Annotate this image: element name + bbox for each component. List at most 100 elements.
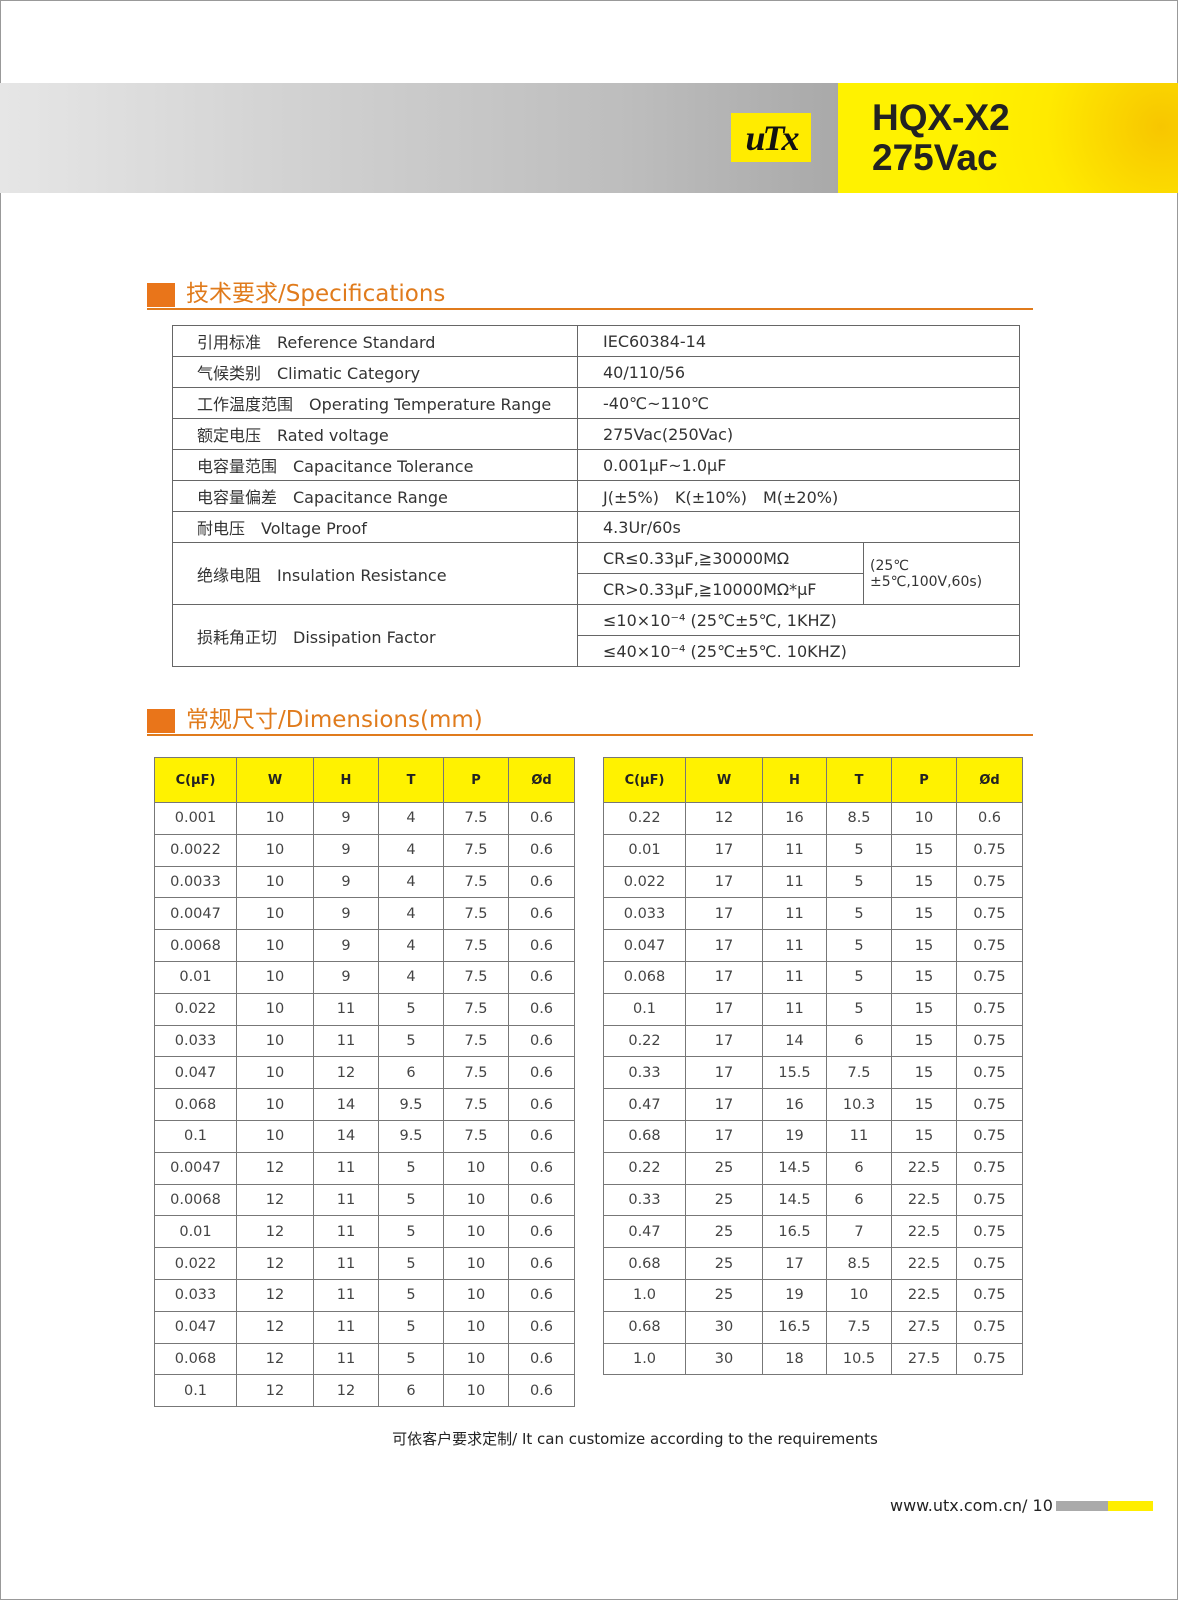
- table-cell: 25: [685, 1278, 763, 1312]
- table-cell: 0.22: [603, 802, 686, 835]
- table-cell: 0.1: [154, 1119, 237, 1153]
- table-cell: 15: [891, 1024, 957, 1058]
- table-cell: 12: [236, 1278, 314, 1312]
- table-cell: 0.01: [603, 833, 686, 867]
- table-cell: 10: [236, 1024, 314, 1058]
- table-cell: 5: [378, 1151, 444, 1185]
- table-cell: 0.001: [154, 802, 237, 835]
- table-cell: 16: [762, 802, 827, 835]
- table-cell: 25: [685, 1183, 763, 1217]
- table-row: 0.1 10 14 9.5 7.5 0.6: [154, 1119, 575, 1153]
- column-header: T: [378, 757, 444, 803]
- table-cell: 11: [313, 1151, 379, 1185]
- utx-logo: uTx: [731, 113, 811, 162]
- column-header: C(μF): [603, 757, 686, 803]
- table-cell: 16: [762, 1088, 827, 1121]
- table-cell: 4: [378, 960, 444, 994]
- table-cell: 9.5: [378, 1119, 444, 1153]
- table-cell: 17: [685, 992, 763, 1026]
- table-row: 0.22 17 14 6 15 0.75: [603, 1024, 1023, 1058]
- spec-value: J(±5%) K(±10%) M(±20%): [577, 480, 1020, 512]
- table-row: 1.0 25 19 10 22.5 0.75: [603, 1278, 1023, 1312]
- spec-label: 额定电压 Rated voltage: [172, 418, 578, 450]
- table-cell: 0.75: [956, 1215, 1023, 1249]
- table-cell: 8.5: [826, 1247, 892, 1280]
- dimensions-title: 常规尺寸/Dimensions(mm): [186, 707, 483, 733]
- table-cell: 11: [762, 897, 827, 931]
- table-row: 0.022 10 11 5 7.5 0.6: [154, 992, 575, 1026]
- table-cell: 0.6: [508, 992, 575, 1026]
- table-cell: 9: [313, 833, 379, 867]
- column-header: W: [236, 757, 314, 803]
- table-cell: 16.5: [762, 1215, 827, 1249]
- table-cell: 0.022: [603, 865, 686, 899]
- table-cell: 0.6: [956, 802, 1023, 835]
- table-row: 0.068 10 14 9.5 7.5 0.6: [154, 1088, 575, 1121]
- table-cell: 22.5: [891, 1247, 957, 1280]
- table-cell: 6: [378, 1374, 444, 1408]
- table-cell: 0.1: [603, 992, 686, 1026]
- table-cell: 11: [313, 1310, 379, 1344]
- table-cell: 10: [443, 1151, 509, 1185]
- column-header: P: [443, 757, 509, 803]
- table-row: 1.0 30 18 10.5 27.5 0.75: [603, 1342, 1023, 1376]
- table-cell: 0.75: [956, 1278, 1023, 1312]
- table-cell: 10: [443, 1342, 509, 1376]
- table-cell: 0.047: [154, 1056, 237, 1090]
- table-cell: 11: [762, 929, 827, 962]
- column-header: T: [826, 757, 892, 803]
- spec-value: CR≤0.33μF,≧30000MΩ: [577, 542, 864, 574]
- table-cell: 22.5: [891, 1183, 957, 1217]
- table-cell: 12: [313, 1374, 379, 1408]
- table-row: 0.033 10 11 5 7.5 0.6: [154, 1024, 575, 1058]
- table-cell: 15: [891, 960, 957, 994]
- table-cell: 0.6: [508, 1374, 575, 1408]
- section-marker-icon: [147, 709, 175, 733]
- table-cell: 0.01: [154, 1215, 237, 1249]
- table-row: 0.0022 10 9 4 7.5 0.6: [154, 833, 575, 867]
- table-row: 0.68 30 16.5 7.5 27.5 0.75: [603, 1310, 1023, 1344]
- table-cell: 0.47: [603, 1215, 686, 1249]
- table-cell: 11: [762, 960, 827, 994]
- table-cell: 5: [378, 1247, 444, 1280]
- table-cell: 0.0033: [154, 865, 237, 899]
- table-cell: 9: [313, 865, 379, 899]
- table-cell: 7.5: [443, 1024, 509, 1058]
- spec-value: 275Vac(250Vac): [577, 418, 1020, 450]
- table-cell: 11: [826, 1119, 892, 1153]
- table-cell: 12: [236, 1310, 314, 1344]
- spec-row: 电容量偏差 Capacitance Range J(±5%) K(±10%) M(…: [172, 480, 1020, 512]
- table-cell: 27.5: [891, 1310, 957, 1344]
- table-row: 0.022 17 11 5 15 0.75: [603, 865, 1023, 899]
- table-row: 0.0047 12 11 5 10 0.6: [154, 1151, 575, 1185]
- spec-label: 绝缘电阻 Insulation Resistance: [172, 542, 578, 605]
- table-cell: 0.33: [603, 1056, 686, 1090]
- footer-bar-gray: [1056, 1501, 1108, 1511]
- spec-value: -40℃~110℃: [577, 387, 1020, 419]
- table-cell: 14.5: [762, 1151, 827, 1185]
- table-cell: 10: [891, 802, 957, 835]
- banner-image: uTx: [0, 83, 838, 193]
- table-cell: 5: [378, 1342, 444, 1376]
- table-cell: 5: [826, 833, 892, 867]
- table-cell: 5: [378, 1310, 444, 1344]
- table-row: 0.0068 12 11 5 10 0.6: [154, 1183, 575, 1217]
- spec-label: 耐电压 Voltage Proof: [172, 511, 578, 543]
- table-cell: 6: [826, 1151, 892, 1185]
- table-row: 0.33 25 14.5 6 22.5 0.75: [603, 1183, 1023, 1217]
- column-header: H: [313, 757, 379, 803]
- table-cell: 25: [685, 1151, 763, 1185]
- table-cell: 17: [685, 897, 763, 931]
- table-cell: 5: [826, 929, 892, 962]
- table-cell: 0.68: [603, 1247, 686, 1280]
- table-cell: 11: [762, 992, 827, 1026]
- table-cell: 27.5: [891, 1342, 957, 1376]
- table-row: 0.001 10 9 4 7.5 0.6: [154, 802, 575, 835]
- table-cell: 15: [891, 929, 957, 962]
- spec-value: CR>0.33μF,≧10000MΩ*μF: [577, 573, 864, 605]
- table-cell: 14: [313, 1119, 379, 1153]
- table-cell: 0.033: [603, 897, 686, 931]
- table-cell: 10: [236, 1088, 314, 1121]
- table-cell: 0.022: [154, 992, 237, 1026]
- dimensions-table-left: C(μF) W H T P Ød 0.001 10 9 4 7.5 0.6 0.0022 10 9 4 7.5 0…: [154, 757, 575, 1408]
